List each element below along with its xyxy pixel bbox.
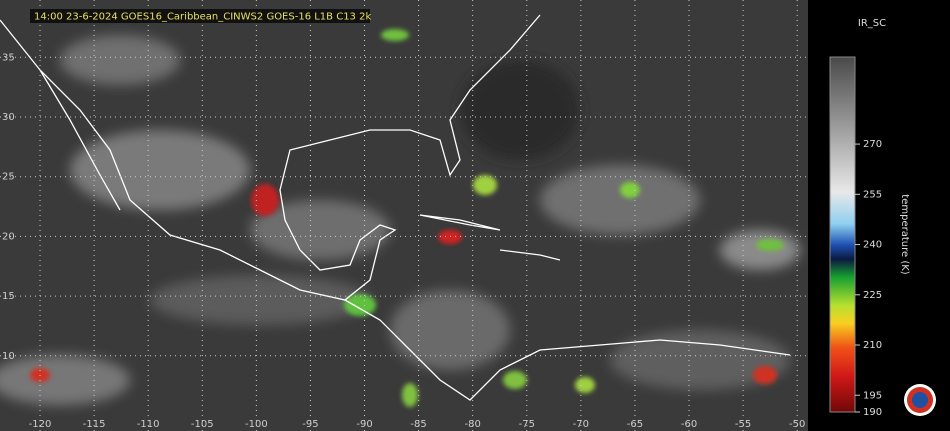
lon-label: -100 bbox=[245, 419, 268, 430]
lat-label: 15 bbox=[2, 291, 15, 302]
lon-label: -55 bbox=[735, 419, 751, 430]
colorbar-label: temperature (K) bbox=[899, 194, 910, 274]
lon-label: -75 bbox=[519, 419, 535, 430]
colorbar-tick-label: 190 bbox=[863, 407, 882, 418]
coastlines bbox=[0, 14, 791, 401]
colorbar-tick-label: 270 bbox=[863, 139, 882, 150]
colorbar-tick-label: 240 bbox=[863, 240, 882, 251]
colorbar-panel bbox=[808, 0, 950, 431]
lon-label: -60 bbox=[681, 419, 697, 430]
clouds bbox=[0, 35, 800, 405]
lat-label: 10 bbox=[2, 351, 15, 362]
lon-label: -50 bbox=[789, 419, 805, 430]
lon-label: -85 bbox=[410, 419, 426, 430]
lon-label: -70 bbox=[573, 419, 589, 430]
lat-label: 25 bbox=[2, 172, 15, 183]
colorbar-title: IR_SC bbox=[858, 18, 886, 29]
colorbar bbox=[829, 56, 856, 413]
lat-label: 35 bbox=[2, 52, 15, 63]
lon-label: -105 bbox=[191, 419, 214, 430]
convection bbox=[30, 29, 784, 407]
lon-label: -65 bbox=[627, 419, 643, 430]
lon-label: -115 bbox=[83, 419, 106, 430]
lat-label: 30 bbox=[2, 112, 15, 123]
title-box bbox=[30, 9, 370, 23]
lat-label: 20 bbox=[2, 231, 15, 242]
lon-label: -110 bbox=[137, 419, 160, 430]
lon-label: -80 bbox=[465, 419, 481, 430]
colorbar-tick-label: 225 bbox=[863, 290, 882, 301]
graticule bbox=[0, 0, 808, 431]
lon-label: -90 bbox=[356, 419, 372, 430]
colorbar-tick-label: 210 bbox=[863, 340, 882, 351]
lon-label: -120 bbox=[29, 419, 52, 430]
image-title: 14:00 23-6-2024 GOES16_Caribbean_CINWS2 … bbox=[34, 12, 371, 23]
logo bbox=[904, 384, 936, 416]
lon-label: -95 bbox=[302, 419, 318, 430]
colorbar-tick-label: 255 bbox=[863, 189, 882, 200]
colorbar-tick-label: 195 bbox=[863, 390, 882, 401]
